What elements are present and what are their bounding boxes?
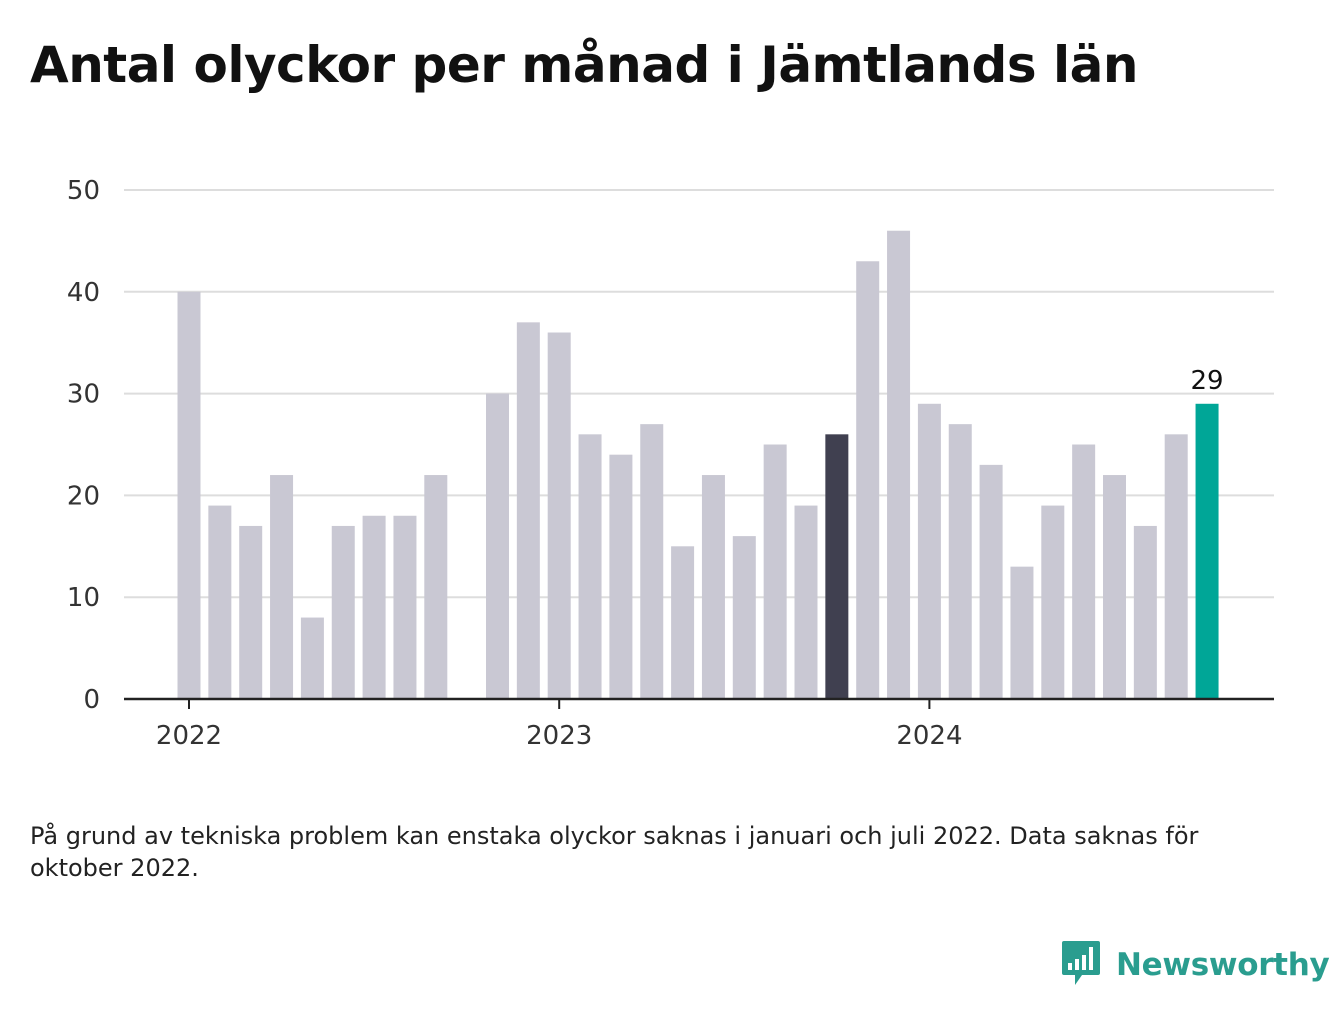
y-tick-label: 30 — [67, 380, 100, 410]
bar-2022-09 — [424, 475, 448, 699]
bar-2024-09 — [1164, 434, 1188, 699]
bar-2023-02 — [578, 434, 602, 699]
bar-2023-12 — [887, 230, 911, 699]
brand-name: Newsworthy — [1116, 947, 1330, 983]
x-tick-label: 2024 — [896, 721, 962, 751]
bar-2023-06 — [701, 475, 725, 699]
bar-2022-05 — [300, 617, 324, 699]
y-tick-label: 20 — [67, 481, 100, 511]
bar-2024-02 — [948, 424, 972, 699]
data-label: 29 — [1191, 366, 1224, 396]
data-labels: 29 — [1191, 366, 1224, 396]
x-tick-label: 2023 — [526, 721, 592, 751]
y-tick-label: 0 — [83, 685, 100, 715]
bar-2024-07 — [1103, 475, 1126, 699]
y-tick-label: 50 — [67, 176, 100, 206]
bar-2024-01 — [917, 403, 941, 699]
x-tick-label: 2022 — [156, 721, 222, 751]
y-tick-label: 40 — [67, 278, 100, 308]
x-axis-ticks: 2022 2023 2024 — [156, 699, 962, 751]
bar-2022-12 — [516, 322, 540, 699]
bar-2022-07 — [362, 515, 386, 699]
bar-2022-04 — [270, 475, 294, 699]
newsworthy-logo-icon — [1060, 937, 1102, 993]
bar-2023-07 — [732, 536, 756, 699]
chart-title: Antal olyckor per månad i Jämtlands län — [30, 36, 1138, 94]
bar-2022-01 — [177, 291, 201, 699]
bar-2024-03 — [979, 464, 1003, 699]
bar-2022-11 — [486, 393, 509, 699]
bar-2023-10 — [825, 434, 849, 699]
bar-2023-11 — [856, 261, 880, 699]
bar-2023-08 — [763, 444, 787, 699]
bar-2023-03 — [609, 454, 633, 699]
y-tick-label: 10 — [67, 583, 100, 613]
bar-2024-08 — [1133, 525, 1157, 699]
bar-2024-04 — [1010, 566, 1034, 699]
bar-2023-05 — [671, 546, 695, 699]
bar-2024-10 — [1195, 403, 1219, 699]
footnote: På grund av tekniska problem kan enstaka… — [30, 822, 1199, 882]
bar-chart: 0 10 20 30 40 50 2022 2023 2024 29 — [67, 176, 1274, 751]
bars — [177, 230, 1219, 699]
bar-2023-04 — [640, 424, 664, 699]
bar-2022-08 — [393, 515, 417, 699]
bar-2022-03 — [239, 525, 263, 699]
bar-2024-05 — [1041, 505, 1065, 699]
brand: Newsworthy — [1060, 937, 1330, 993]
bar-2022-02 — [208, 505, 232, 699]
y-axis-ticks: 0 10 20 30 40 50 — [67, 176, 100, 715]
bar-2023-01 — [547, 332, 571, 699]
bar-2023-09 — [794, 505, 818, 699]
bar-2024-06 — [1072, 444, 1096, 699]
bar-2022-06 — [331, 525, 355, 699]
gridlines — [124, 189, 1274, 599]
